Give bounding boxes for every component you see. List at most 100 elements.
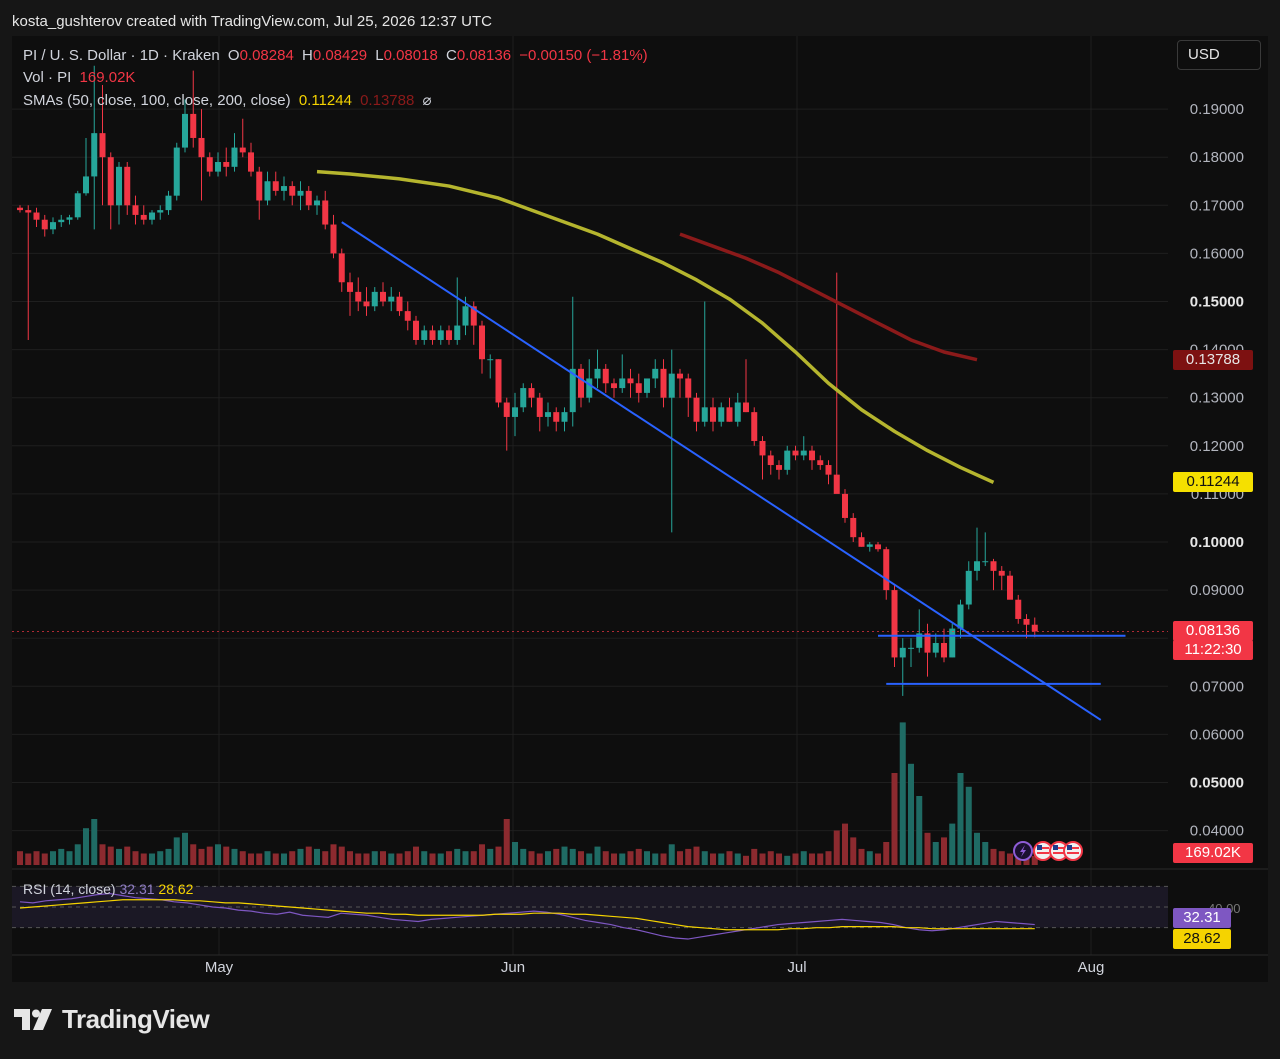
volume-bar bbox=[536, 853, 543, 865]
volume-bar bbox=[512, 842, 518, 865]
candle-body bbox=[248, 152, 254, 172]
volume-bar bbox=[330, 844, 337, 865]
ohlc-close: 0.08136 bbox=[456, 47, 512, 64]
volume-bar bbox=[239, 851, 246, 865]
candle-body bbox=[503, 402, 510, 417]
volume-bar bbox=[776, 853, 782, 865]
volume-bar bbox=[66, 851, 73, 865]
candle-body bbox=[322, 200, 329, 225]
candle-body bbox=[231, 147, 238, 167]
volume-bar bbox=[495, 846, 502, 865]
volume-bar bbox=[182, 832, 188, 865]
candle-body bbox=[825, 465, 832, 475]
candle-body bbox=[91, 133, 98, 177]
candle-body bbox=[941, 643, 947, 658]
volume-bar bbox=[734, 853, 741, 865]
candle-body bbox=[701, 407, 708, 422]
candle-body bbox=[528, 388, 535, 398]
volume-label: Vol · PI bbox=[23, 69, 72, 86]
candle-body bbox=[413, 320, 419, 340]
candle-body bbox=[239, 147, 246, 153]
volume-bar bbox=[619, 853, 626, 865]
candle-body bbox=[635, 383, 642, 393]
ohlc-low: 0.08018 bbox=[383, 47, 438, 64]
candle-body bbox=[157, 210, 164, 213]
candle-body bbox=[784, 450, 791, 470]
volume-bar bbox=[338, 846, 345, 865]
volume-bar bbox=[652, 853, 659, 865]
volume-bar bbox=[206, 846, 213, 865]
volume-bar bbox=[305, 846, 312, 865]
volume-bar bbox=[569, 848, 576, 865]
volume-bar bbox=[866, 851, 873, 865]
rsi-ma-value: 28.62 bbox=[158, 881, 194, 897]
volume-bar bbox=[396, 853, 403, 865]
volume-bar bbox=[660, 853, 667, 865]
volume-bar bbox=[107, 846, 114, 865]
volume-bar bbox=[677, 851, 683, 865]
candle-body bbox=[198, 137, 205, 158]
symbol-title[interactable]: PI / U. S. Dollar · 1D · Kraken bbox=[23, 47, 220, 64]
candle-body bbox=[677, 373, 683, 379]
candle-body bbox=[421, 330, 428, 340]
volume-bar bbox=[487, 848, 494, 865]
price-tick-label: 0.07000 bbox=[1190, 678, 1244, 695]
volume-bar bbox=[58, 848, 65, 865]
candles bbox=[17, 65, 1038, 696]
volume-bar bbox=[941, 837, 947, 865]
candle-body bbox=[809, 450, 815, 461]
price-tick-label: 0.16000 bbox=[1190, 245, 1244, 262]
candle-body bbox=[594, 368, 601, 379]
candle-body bbox=[619, 378, 626, 389]
volume-bar bbox=[602, 851, 609, 865]
candle-body bbox=[652, 368, 659, 379]
volume-bar bbox=[50, 851, 56, 865]
sma-legend[interactable]: SMAs (50, close, 100, close, 200, close)… bbox=[23, 91, 436, 109]
candle-body bbox=[949, 628, 956, 658]
candle-body bbox=[314, 200, 320, 206]
volume-bar bbox=[759, 853, 766, 865]
candle-body bbox=[627, 378, 634, 384]
volume-bar bbox=[165, 848, 172, 865]
candle-body bbox=[25, 210, 32, 213]
sma-label: SMAs (50, close, 100, close, 200, close) bbox=[23, 92, 291, 109]
rsi-legend[interactable]: RSI (14, close) 32.31 28.62 bbox=[23, 881, 193, 897]
volume-bars bbox=[17, 722, 1038, 865]
flag-stripe bbox=[1037, 852, 1049, 854]
price-tick-label: 0.10000 bbox=[1190, 534, 1244, 551]
symbol-legend[interactable]: PI / U. S. Dollar · 1D · Kraken O0.08284… bbox=[23, 47, 652, 64]
rsi-value: 32.31 bbox=[119, 881, 155, 897]
volume-bar bbox=[982, 842, 989, 865]
volume-bar bbox=[817, 853, 824, 865]
hide-icon[interactable]: ⌀ bbox=[422, 92, 432, 109]
candle-body bbox=[842, 493, 848, 518]
volume-bar bbox=[132, 851, 139, 865]
candle-body bbox=[305, 190, 312, 206]
volume-bar bbox=[858, 848, 865, 865]
volume-bar bbox=[883, 842, 890, 865]
candle-body bbox=[1031, 624, 1038, 632]
candle-body bbox=[875, 544, 881, 550]
volume-bar bbox=[553, 848, 560, 865]
volume-bar bbox=[685, 848, 692, 865]
currency-button[interactable]: USD bbox=[1177, 40, 1261, 70]
chart-frame[interactable] bbox=[12, 36, 1268, 982]
tradingview-logo[interactable]: TradingView bbox=[14, 1004, 210, 1035]
candle-body bbox=[932, 643, 939, 653]
candle-body bbox=[58, 219, 65, 223]
rsi-ma-tag: 28.62 bbox=[1173, 929, 1231, 949]
volume-bar bbox=[800, 851, 807, 865]
candle-body bbox=[355, 291, 362, 302]
ohlc-l-label: L bbox=[375, 47, 384, 64]
volume-bar bbox=[503, 819, 510, 865]
volume-bar bbox=[784, 855, 791, 865]
volume-bar bbox=[743, 855, 749, 865]
volume-bar bbox=[965, 786, 972, 865]
tradingview-logo-text: TradingView bbox=[62, 1004, 210, 1034]
attribution-text: kosta_gushterov created with TradingView… bbox=[12, 13, 492, 30]
candle-body bbox=[792, 450, 799, 456]
price-tick-label: 0.18000 bbox=[1190, 149, 1244, 166]
volume-legend[interactable]: Vol · PI 169.02K bbox=[23, 69, 139, 86]
candle-body bbox=[990, 561, 997, 571]
